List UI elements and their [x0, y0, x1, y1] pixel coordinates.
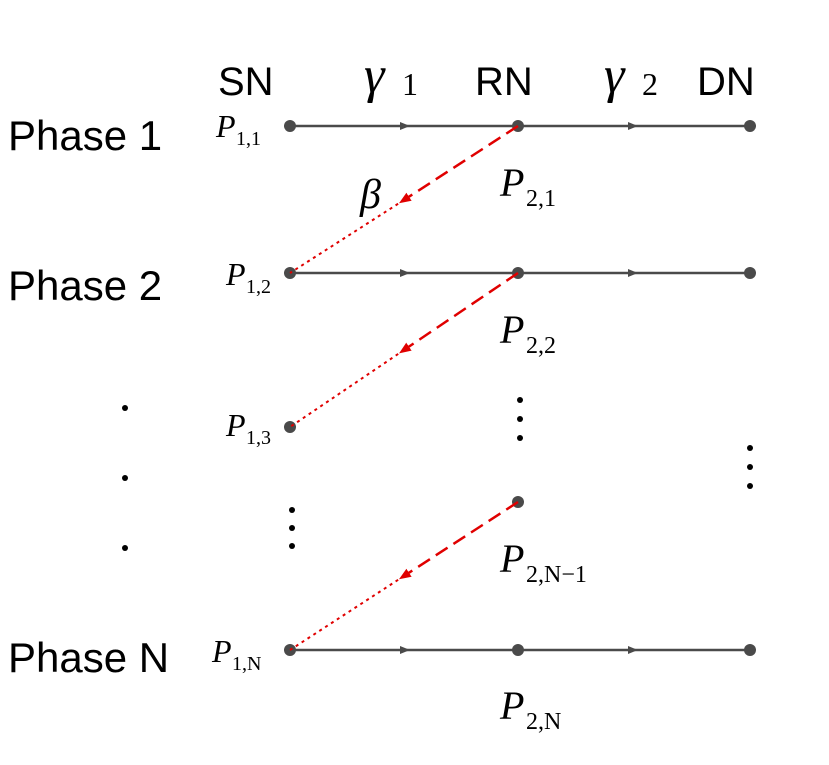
phase-label-1: Phase 1 — [8, 112, 162, 159]
svg-text:2,1: 2,1 — [526, 186, 556, 212]
gamma2-subscript: 2 — [642, 66, 658, 102]
beta-label: β — [359, 172, 381, 218]
svg-text:1,1: 1,1 — [236, 128, 261, 150]
dn-ellipsis — [747, 445, 753, 489]
power-label-p13: P 1,3 — [225, 407, 271, 449]
svg-text:P: P — [225, 256, 246, 292]
phase-label-2: Phase 2 — [8, 262, 162, 309]
power-label-p21: P 2,1 — [499, 160, 556, 212]
svg-text:P: P — [499, 536, 524, 581]
gamma2-symbol: γ — [604, 47, 626, 104]
phase-row-n — [284, 644, 756, 656]
power-label-p1n: P 1,N — [211, 633, 261, 675]
gamma2-label: γ 2 — [604, 47, 658, 104]
node-dn-2 — [744, 267, 756, 279]
gamma1-label: γ 1 — [364, 47, 418, 104]
rn-ellipsis — [517, 397, 523, 441]
node-dn-1 — [744, 120, 756, 132]
sn-ellipsis — [289, 507, 295, 549]
svg-text:P: P — [499, 683, 524, 728]
phase-row-2 — [284, 267, 756, 279]
node-rn-n — [512, 644, 524, 656]
phase-label-n: Phase N — [8, 634, 169, 681]
svg-text:2,N−1: 2,N−1 — [526, 562, 587, 588]
power-label-p22: P 2,2 — [499, 307, 556, 359]
gamma1-symbol: γ — [364, 47, 386, 104]
node-dn-n — [744, 644, 756, 656]
svg-text:P: P — [499, 307, 524, 352]
gamma1-subscript: 1 — [402, 66, 418, 102]
column-label-sn: SN — [218, 60, 274, 104]
svg-text:P: P — [215, 108, 236, 144]
feedback-link-1 — [289, 124, 519, 274]
svg-text:1,N: 1,N — [232, 653, 261, 675]
power-label-p11: P 1,1 — [215, 108, 261, 150]
feedback-link-2 — [289, 271, 519, 428]
svg-text:P: P — [225, 407, 246, 443]
power-label-p12: P 1,2 — [225, 256, 271, 298]
power-label-p2n: P 2,N — [499, 683, 561, 735]
svg-text:P: P — [499, 160, 524, 205]
phase-row-1 — [284, 120, 756, 132]
power-label-p2n1: P 2,N−1 — [499, 536, 587, 588]
svg-text:1,3: 1,3 — [246, 427, 271, 449]
phase-ellipsis — [122, 405, 128, 551]
svg-text:2,N: 2,N — [526, 709, 561, 735]
svg-text:P: P — [211, 633, 232, 669]
node-sn-1 — [284, 120, 296, 132]
svg-text:1,2: 1,2 — [246, 276, 271, 298]
svg-text:2,2: 2,2 — [526, 333, 556, 359]
column-label-rn: RN — [475, 60, 533, 104]
column-label-dn: DN — [697, 60, 755, 104]
feedback-link-n — [289, 500, 519, 651]
